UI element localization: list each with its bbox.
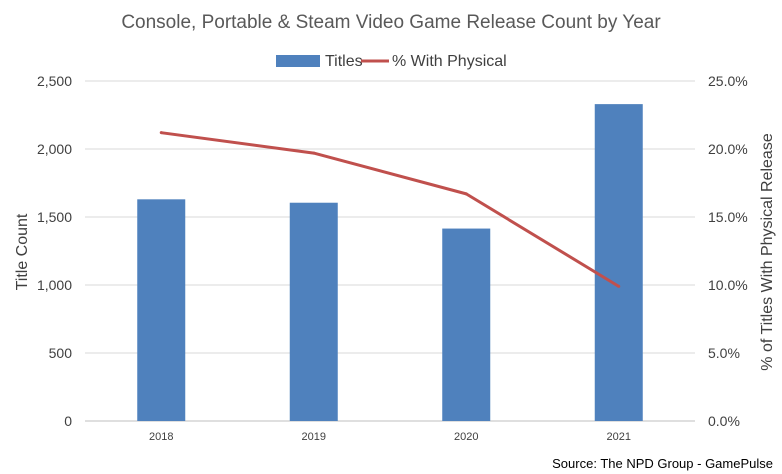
bar-2018 (137, 199, 186, 421)
line-point-2020 (464, 192, 468, 196)
y2-tick-label: 15.0% (708, 209, 748, 225)
x-tick-label: 2018 (149, 431, 173, 443)
x-tick-label: 2021 (607, 431, 631, 443)
y-tick-label: 2,500 (37, 73, 72, 89)
y-tick-label: 0 (64, 413, 72, 429)
line-series (159, 131, 621, 288)
legend: Titles % With Physical (276, 53, 507, 70)
gridlines (85, 80, 695, 422)
y2-tick-label: 0.0% (708, 413, 740, 429)
bar-2019 (289, 202, 338, 421)
y-axis-title: Title Count (14, 213, 31, 290)
x-axis: 2018 2019 2020 2021 (149, 431, 631, 443)
y2-tick-label: 20.0% (708, 141, 748, 157)
y2-tick-label: 10.0% (708, 277, 748, 293)
y-axis-right: 0.0% 5.0% 10.0% 15.0% 20.0% 25.0% (708, 73, 748, 429)
y2-tick-label: 25.0% (708, 73, 748, 89)
bar-series (137, 104, 643, 422)
legend-label-physical: % With Physical (392, 53, 507, 70)
y-tick-label: 1,500 (37, 209, 72, 225)
legend-swatch-titles (276, 55, 320, 67)
line-point-2018 (159, 131, 163, 135)
y-tick-label: 2,000 (37, 141, 72, 157)
bar-2021 (594, 104, 643, 422)
y-axis-left: 0 500 1,000 1,500 2,000 2,500 (37, 73, 72, 429)
legend-label-titles: Titles (325, 53, 363, 70)
bar-2020 (442, 228, 491, 421)
source-note: Source: The NPD Group - GamePulse (552, 456, 773, 471)
y2-tick-label: 5.0% (708, 345, 740, 361)
y-tick-label: 1,000 (37, 277, 72, 293)
chart-title: Console, Portable & Steam Video Game Rel… (121, 12, 661, 33)
x-tick-label: 2020 (454, 431, 478, 443)
x-tick-label: 2019 (302, 431, 326, 443)
line-point-2021 (617, 284, 621, 288)
y2-axis-title: % of Titles With Physical Release (759, 133, 776, 371)
physical-line (161, 131, 620, 288)
line-point-2019 (312, 151, 316, 155)
y-tick-label: 500 (49, 345, 73, 361)
